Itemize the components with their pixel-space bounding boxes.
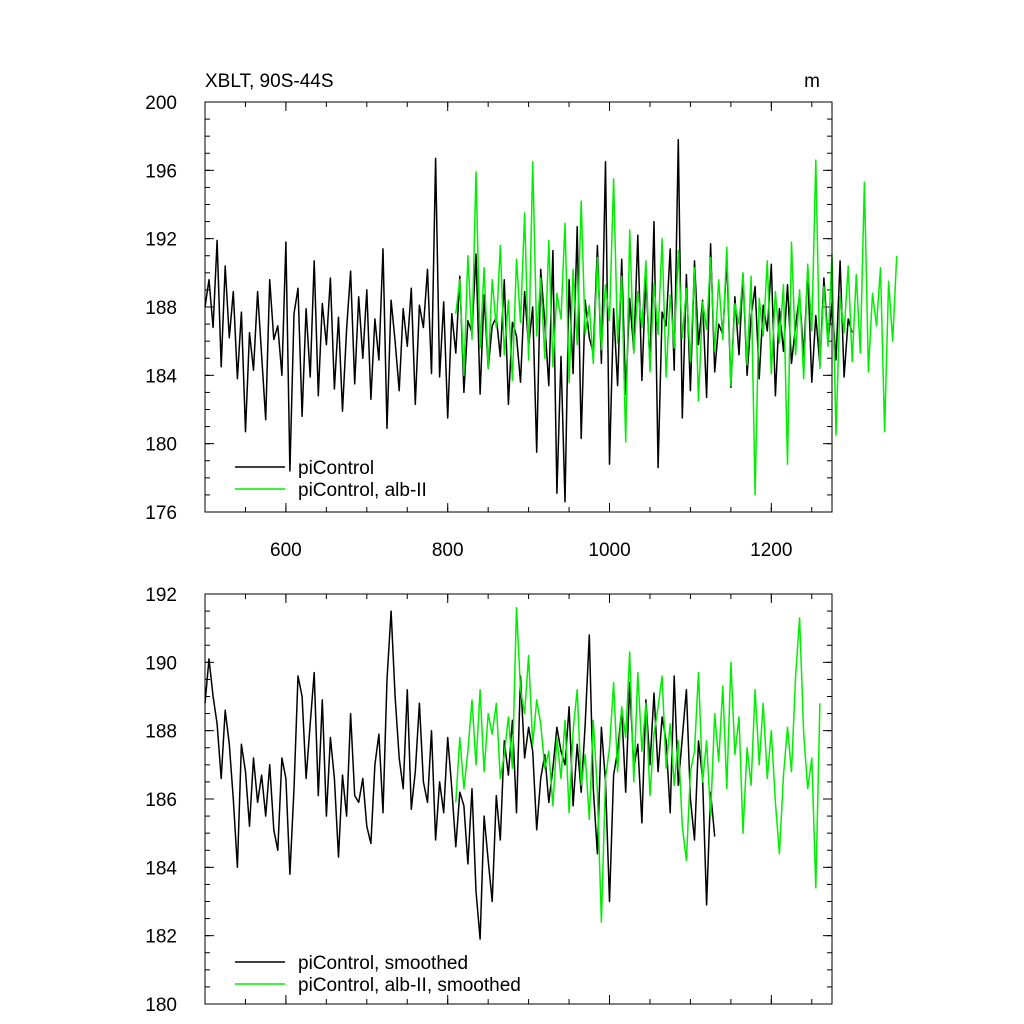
top-plot: 176 180 184 188 192 196 200 600 800 1000 1200 piCo…	[145, 93, 898, 561]
bottom-series-group	[204, 606, 821, 940]
bottom-plot: 180 182 184 186 188 190 192 piControl, smoothe…	[145, 585, 833, 1016]
x-tick-label: 800	[432, 540, 464, 561]
y-tick-label: 176	[145, 503, 177, 524]
series-line-1	[455, 606, 821, 923]
y-tick-label: 192	[145, 585, 177, 606]
x-tick-label: 1200	[750, 540, 792, 561]
legend-label-picontrol-alb-ii-smoothed: piControl, alb-II, smoothed	[298, 975, 521, 996]
series-line-0	[204, 610, 716, 940]
top-plot-frame	[204, 101, 833, 513]
x-tick-label: 600	[270, 540, 302, 561]
series-line-0	[204, 138, 853, 503]
top-chart-units: m	[804, 71, 820, 92]
legend-label-picontrol: piControl	[298, 458, 374, 479]
y-tick-label: 182	[145, 927, 177, 948]
y-tick-label: 192	[145, 230, 177, 251]
bottom-legend: piControl, smoothed piControl, alb-II, s…	[235, 953, 521, 996]
y-tick-label: 196	[145, 161, 177, 182]
y-tick-label: 180	[145, 435, 177, 456]
y-tick-label: 188	[145, 722, 177, 743]
y-tick-label: 180	[145, 995, 177, 1016]
legend-label-picontrol-alb-ii: piControl, alb-II	[298, 480, 427, 501]
top-chart-title: XBLT, 90S-44S	[205, 71, 334, 92]
y-tick-label: 188	[145, 298, 177, 319]
y-tick-label: 190	[145, 653, 177, 674]
y-tick-label: 184	[145, 366, 177, 387]
legend-label-picontrol-smoothed: piControl, smoothed	[298, 953, 468, 974]
y-tick-label: 184	[145, 858, 177, 879]
y-tick-label: 200	[145, 93, 177, 114]
bottom-plot-frame	[204, 593, 833, 1005]
top-legend: piControl piControl, alb-II	[235, 458, 427, 501]
x-tick-label: 1000	[588, 540, 630, 561]
top-series-group	[204, 138, 898, 503]
series-line-1	[455, 159, 898, 496]
y-tick-label: 186	[145, 790, 177, 811]
